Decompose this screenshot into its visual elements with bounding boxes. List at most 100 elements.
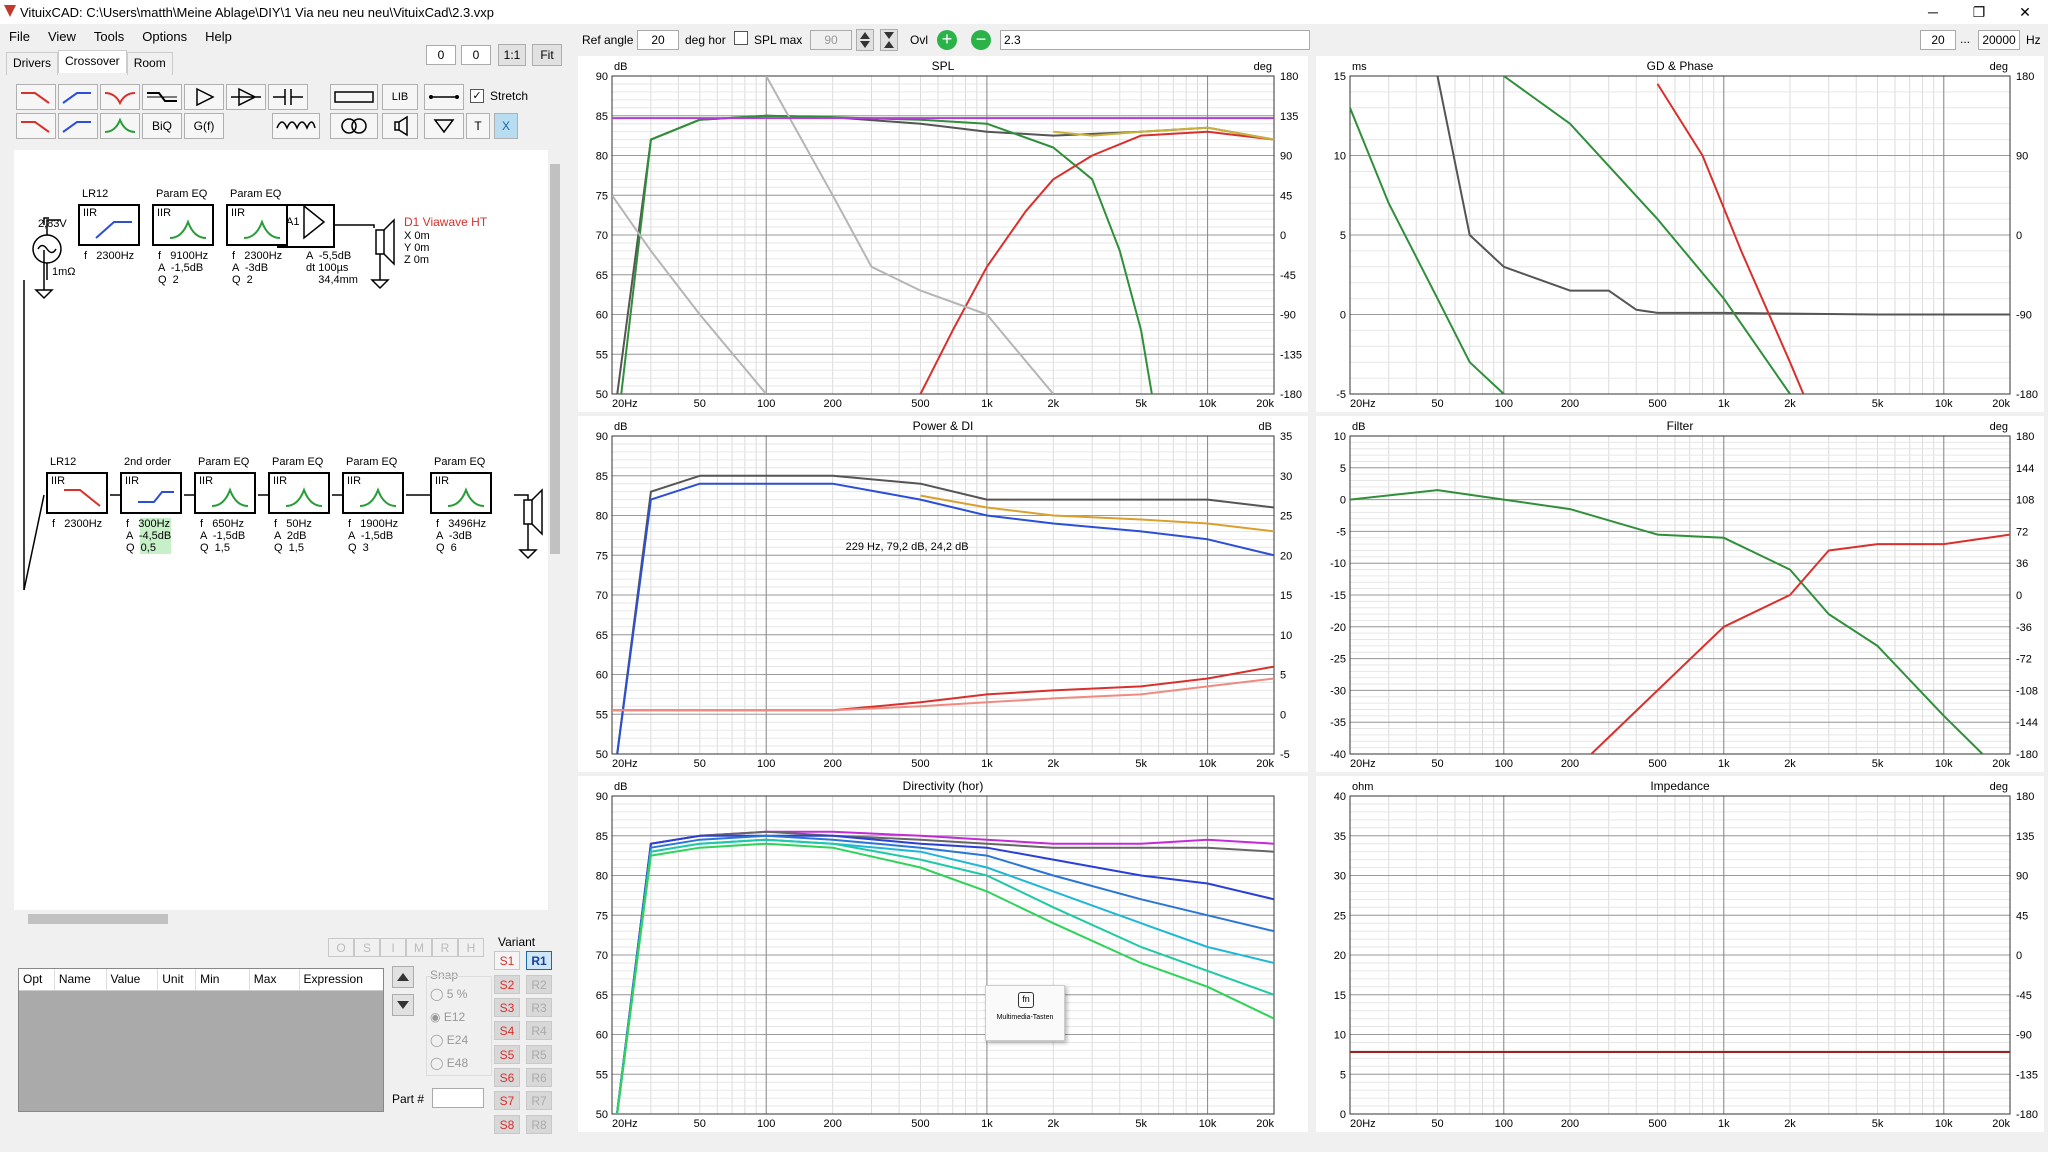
capacitor-tool[interactable] — [268, 84, 308, 110]
variant-r8[interactable]: R8 — [526, 1115, 552, 1134]
column-header[interactable]: Min — [196, 969, 250, 990]
scroll-thumb[interactable] — [550, 164, 560, 554]
amplifier-tool[interactable] — [184, 84, 224, 110]
snap-option-5pct[interactable]: ◯ 5 % — [430, 987, 468, 1001]
inductor-tool[interactable] — [272, 113, 320, 139]
delay-tool[interactable] — [226, 84, 266, 110]
opt-button-i[interactable]: I — [380, 938, 406, 957]
param-eq-block[interactable]: IIR — [226, 204, 288, 246]
variant-r1[interactable]: R1 — [526, 951, 552, 970]
freq-max-input[interactable]: 20000 — [1978, 30, 2020, 50]
variant-s2[interactable]: S2 — [494, 975, 520, 994]
menu-options[interactable]: Options — [142, 29, 188, 44]
snap-option-e12[interactable]: ◉ E12 — [430, 1010, 466, 1024]
library-button[interactable]: LIB — [382, 84, 418, 110]
move-up-button[interactable] — [392, 966, 414, 988]
highpass-blue-tool[interactable] — [58, 84, 98, 110]
move-down-button[interactable] — [392, 994, 414, 1016]
param-eq-block[interactable]: IIR — [152, 204, 214, 246]
filter-chart[interactable]: 10 5 0 -5 -10 -15 -20 -25 -30 -35 -40 20Hz 50 100 200 5… — [1316, 416, 2044, 772]
opt-button-h[interactable]: H — [458, 938, 484, 957]
menu-view[interactable]: View — [47, 29, 76, 44]
menu-file[interactable]: File — [9, 29, 30, 44]
lowpass-red-tool[interactable] — [16, 84, 56, 110]
schematic-canvas[interactable]: 2,83V 1mΩ LR12 IIR f 2300Hz Param EQ IIR… — [14, 150, 562, 910]
menu-tools[interactable]: Tools — [93, 29, 125, 44]
variant-r6[interactable]: R6 — [526, 1068, 552, 1087]
spl-max-checkbox[interactable] — [734, 31, 748, 45]
stretch-checkbox[interactable]: ✓ — [470, 89, 484, 103]
variant-s7[interactable]: S7 — [494, 1091, 520, 1110]
close-button[interactable]: ✕ — [2019, 3, 2031, 20]
maximize-button[interactable]: ❐ — [1972, 3, 1986, 20]
second-order-block[interactable]: IIR — [120, 472, 182, 514]
power-di-chart[interactable]: 90 85 80 75 70 65 60 55 50 20Hz 50 100 200 500 1k 2k 5k 1… — [578, 416, 1308, 772]
transformer-tool[interactable] — [330, 113, 378, 139]
parameters-table[interactable]: Opt Name Value Unit Min Max Expression — [18, 968, 384, 1112]
param-eq-block[interactable]: IIR — [342, 472, 404, 514]
bandstop-tool[interactable] — [100, 84, 140, 110]
ground-tool[interactable] — [424, 113, 464, 139]
spl-max-input[interactable]: 90 — [810, 30, 852, 50]
gd-phase-chart[interactable]: 15 10 5 0 -5 20Hz 50 100 200 500 1k 2k 5k 10k 20k 180 90… — [1316, 56, 2044, 412]
directivity-chart[interactable]: 90 85 80 75 70 65 60 55 50 20Hz 50 100 200 500 1k 2k 5k 1… — [578, 776, 1308, 1132]
column-header[interactable]: Max — [250, 969, 300, 990]
column-header[interactable]: Unit — [158, 969, 197, 990]
spl-spinner-icon[interactable] — [856, 29, 874, 51]
lr12-lowpass-block[interactable]: IIR — [78, 204, 140, 246]
tab-crossover[interactable]: Crossover — [58, 50, 127, 73]
text-tool[interactable]: T — [466, 113, 490, 139]
variant-r5[interactable]: R5 — [526, 1045, 552, 1064]
spl-chart[interactable]: 90 85 80 75 70 65 60 55 50 20Hz 50 100 200 500 1k 2k 5k 1… — [578, 56, 1308, 412]
offset-x-field[interactable]: 0 — [426, 45, 456, 65]
column-header[interactable]: Value — [107, 969, 159, 990]
variant-r2[interactable]: R2 — [526, 975, 552, 994]
fit-button[interactable]: Fit — [532, 44, 562, 66]
param-eq-block[interactable]: IIR — [194, 472, 256, 514]
lowpass-tool[interactable] — [16, 113, 56, 139]
snap-option-e48[interactable]: ◯ E48 — [430, 1056, 469, 1070]
variant-r7[interactable]: R7 — [526, 1091, 552, 1110]
param-eq-block[interactable]: IIR — [268, 472, 330, 514]
add-overlay-icon[interactable]: + — [937, 30, 957, 50]
schematic-vertical-scrollbar[interactable] — [548, 150, 562, 910]
highpass-tool[interactable] — [58, 113, 98, 139]
opt-button-m[interactable]: M — [406, 938, 432, 957]
impedance-chart[interactable]: 40 35 30 25 20 15 10 5 0 20Hz 50 100 200 500 1k 2k 5k 10k… — [1316, 776, 2044, 1132]
variant-s1[interactable]: S1 — [494, 951, 520, 970]
remove-overlay-icon[interactable]: − — [971, 30, 991, 50]
shelf-tool[interactable] — [142, 84, 182, 110]
tab-drivers[interactable]: Drivers — [6, 52, 58, 75]
zoom-1to1-button[interactable]: 1:1 — [498, 44, 526, 66]
biquad-button[interactable]: BiQ — [142, 113, 182, 139]
spl-collapse-icon[interactable] — [880, 29, 898, 51]
column-header[interactable]: Expression — [303, 972, 363, 986]
variant-r3[interactable]: R3 — [526, 998, 552, 1017]
part-number-input[interactable] — [432, 1088, 484, 1108]
resistor-tool[interactable] — [330, 84, 378, 110]
delete-tool[interactable]: X — [494, 113, 518, 139]
freq-min-input[interactable]: 20 — [1920, 30, 1956, 50]
opt-button-r[interactable]: R — [432, 938, 458, 957]
overlay-select[interactable]: 2.3 — [1000, 30, 1310, 50]
lr12-lowpass-block[interactable]: IIR — [46, 472, 108, 514]
peaking-eq-tool[interactable] — [100, 113, 140, 139]
opt-button-s[interactable]: S — [354, 938, 380, 957]
variant-r4[interactable]: R4 — [526, 1021, 552, 1040]
scroll-thumb[interactable] — [28, 914, 168, 924]
param-eq-block[interactable]: IIR — [430, 472, 492, 514]
variant-s3[interactable]: S3 — [494, 998, 520, 1017]
ref-angle-input[interactable]: 20 — [637, 30, 679, 50]
driver-tool[interactable] — [382, 113, 418, 139]
menu-help[interactable]: Help — [205, 29, 232, 44]
variant-s5[interactable]: S5 — [494, 1045, 520, 1064]
schematic-horizontal-scrollbar[interactable] — [14, 912, 548, 926]
transfer-function-button[interactable]: G(f) — [184, 113, 224, 139]
snap-option-e24[interactable]: ◯ E24 — [430, 1033, 469, 1047]
column-header[interactable]: Opt — [19, 969, 55, 990]
wire-tool[interactable] — [424, 84, 464, 110]
variant-s8[interactable]: S8 — [494, 1115, 520, 1134]
minimize-button[interactable]: ─ — [1928, 4, 1938, 20]
opt-button-o[interactable]: O — [328, 938, 354, 957]
variant-s4[interactable]: S4 — [494, 1021, 520, 1040]
